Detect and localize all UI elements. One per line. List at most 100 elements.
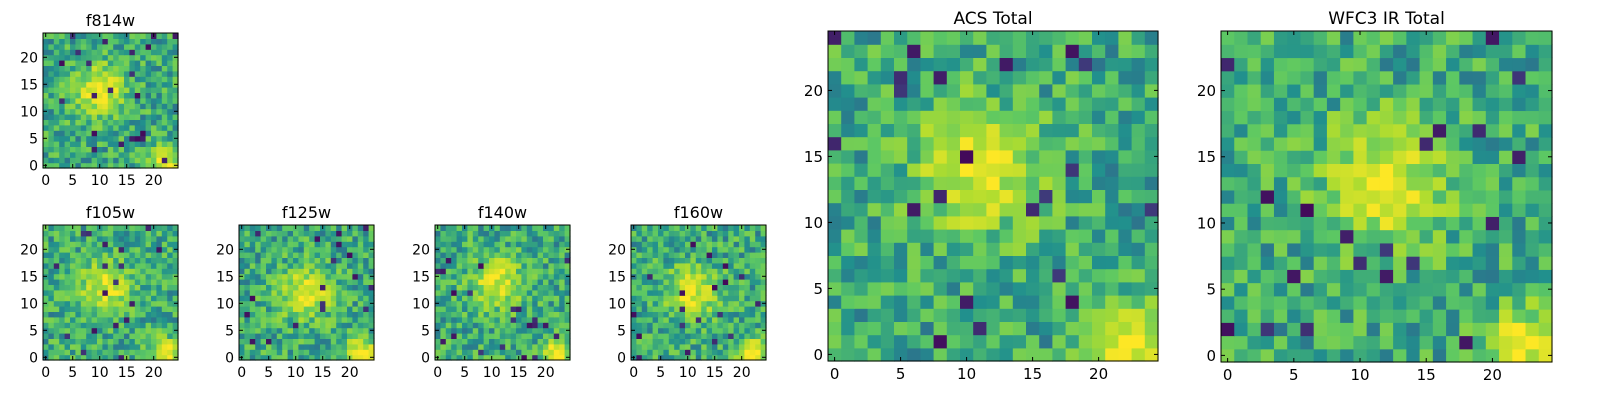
- heatmap-cell: [722, 306, 729, 312]
- heatmap-cell: [80, 225, 87, 231]
- heatmap-cell: [64, 333, 71, 339]
- heatmap-cell: [244, 354, 251, 361]
- heatmap-cell: [668, 246, 675, 253]
- heatmap-cell: [641, 300, 648, 307]
- heatmap-cell: [1472, 189, 1487, 204]
- heatmap-cell: [140, 316, 147, 323]
- heatmap-cell: [679, 230, 686, 237]
- heatmap-cell: [129, 103, 136, 110]
- heatmap-cell: [854, 347, 869, 362]
- heatmap-cell: [841, 97, 855, 111]
- heatmap-cell: [1512, 136, 1527, 151]
- heatmap-cell: [478, 273, 485, 280]
- heatmap-cell: [97, 306, 103, 312]
- heatmap-cell: [156, 311, 163, 318]
- heatmap-cell: [1472, 229, 1487, 244]
- x-tick-label: 0: [830, 365, 840, 383]
- heatmap-cell: [440, 354, 447, 361]
- heatmap-cell: [1485, 110, 1500, 125]
- heatmap-cell: [347, 252, 353, 258]
- panel-title: f160w: [674, 203, 723, 222]
- heatmap-cell: [1419, 229, 1434, 244]
- heatmap-cell: [973, 334, 987, 349]
- heatmap-cell: [59, 300, 66, 307]
- heatmap-cell: [1247, 322, 1262, 337]
- y-tick-label: 15: [20, 269, 38, 285]
- heatmap-cell: [712, 311, 718, 318]
- heatmap-cell: [80, 252, 87, 258]
- heatmap-cell: [1432, 282, 1447, 297]
- heatmap-cell: [1052, 136, 1067, 151]
- heatmap-cell: [636, 295, 643, 302]
- heatmap-cell: [499, 273, 506, 280]
- heatmap-cell: [363, 268, 370, 275]
- heatmap-cell: [80, 38, 87, 45]
- heatmap-cell: [330, 311, 337, 318]
- heatmap-cell: [663, 311, 670, 318]
- heatmap-cell: [64, 124, 71, 131]
- heatmap-cell: [744, 333, 751, 339]
- heatmap-cell: [1459, 335, 1474, 350]
- heatmap-cell: [841, 295, 855, 309]
- heatmap-cell: [48, 343, 55, 350]
- heatmap-cell: [172, 333, 179, 339]
- heatmap-cell: [118, 241, 125, 248]
- heatmap-cell: [124, 230, 130, 237]
- heatmap-cell: [102, 146, 109, 153]
- heatmap-cell: [451, 279, 458, 285]
- heatmap-cell: [933, 163, 948, 177]
- heatmap-cell: [456, 338, 463, 345]
- heatmap-cell: [1499, 83, 1513, 98]
- heatmap-cell: [532, 349, 539, 356]
- heatmap-cell: [532, 230, 539, 237]
- heatmap-cell: [249, 241, 256, 248]
- heatmap-cell: [1446, 335, 1460, 350]
- x-tick-label: 20: [1483, 366, 1502, 384]
- heatmap-cell: [156, 289, 163, 296]
- heatmap-cell: [1221, 150, 1235, 164]
- heatmap-cell: [64, 322, 71, 329]
- heatmap-cell: [134, 241, 141, 248]
- heatmap-cell: [722, 327, 729, 334]
- heatmap-cell: [636, 333, 643, 339]
- heatmap-cell: [1485, 44, 1500, 59]
- heatmap-cell: [156, 97, 163, 104]
- heatmap-cell: [920, 215, 935, 230]
- heatmap-cell: [303, 230, 310, 237]
- heatmap-cell: [1026, 202, 1040, 217]
- heatmap-cell: [537, 235, 544, 242]
- heatmap-cell: [48, 246, 55, 253]
- heatmap-cell: [1039, 83, 1053, 98]
- heatmap-cell: [712, 241, 718, 248]
- heatmap-cell: [701, 241, 708, 248]
- heatmap-cell: [102, 60, 109, 66]
- heatmap-cell: [320, 241, 326, 248]
- heatmap-cell: [559, 295, 566, 302]
- heatmap-cell: [1538, 123, 1553, 138]
- heatmap-cell: [1118, 229, 1133, 243]
- y-tick-label: 20: [20, 50, 38, 66]
- heatmap-cell: [755, 225, 762, 231]
- heatmap-cell: [129, 235, 136, 242]
- heatmap-cell: [1092, 215, 1106, 230]
- heatmap-cell: [717, 262, 724, 269]
- heatmap-cell: [113, 97, 120, 104]
- heatmap-cell: [320, 273, 326, 280]
- heatmap-cell: [1234, 256, 1249, 270]
- heatmap-cell: [907, 215, 921, 230]
- heatmap-cell: [97, 108, 103, 115]
- heatmap-cell: [755, 235, 762, 242]
- heatmap-cell: [59, 114, 66, 120]
- heatmap-cell: [134, 65, 141, 72]
- heatmap-cell: [113, 343, 120, 350]
- heatmap-cell: [97, 279, 103, 285]
- heatmap-cell: [695, 306, 702, 312]
- heatmap-cell: [1446, 189, 1460, 204]
- heatmap-cell: [124, 349, 130, 356]
- heatmap-cell: [739, 300, 745, 307]
- heatmap-cell: [521, 230, 528, 237]
- heatmap-cell: [102, 300, 109, 307]
- heatmap-cell: [70, 151, 76, 158]
- heatmap-cell: [499, 354, 506, 361]
- heatmap-cell: [156, 124, 163, 131]
